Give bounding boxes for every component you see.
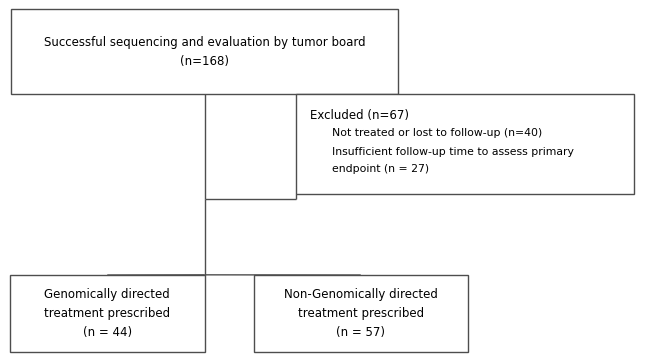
FancyBboxPatch shape bbox=[10, 275, 205, 352]
Text: Genomically directed
treatment prescribed
(n = 44): Genomically directed treatment prescribe… bbox=[44, 288, 170, 339]
Text: Not treated or lost to follow-up (n=40): Not treated or lost to follow-up (n=40) bbox=[332, 128, 541, 138]
Text: Excluded (n=67): Excluded (n=67) bbox=[310, 109, 409, 122]
FancyBboxPatch shape bbox=[296, 94, 634, 194]
FancyBboxPatch shape bbox=[254, 275, 468, 352]
Text: Non-Genomically directed
treatment prescribed
(n = 57): Non-Genomically directed treatment presc… bbox=[284, 288, 437, 339]
FancyBboxPatch shape bbox=[12, 9, 398, 94]
Text: endpoint (n = 27): endpoint (n = 27) bbox=[332, 164, 428, 174]
Text: Successful sequencing and evaluation by tumor board
(n=168): Successful sequencing and evaluation by … bbox=[44, 36, 365, 68]
Text: Insufficient follow-up time to assess primary: Insufficient follow-up time to assess pr… bbox=[332, 147, 573, 157]
